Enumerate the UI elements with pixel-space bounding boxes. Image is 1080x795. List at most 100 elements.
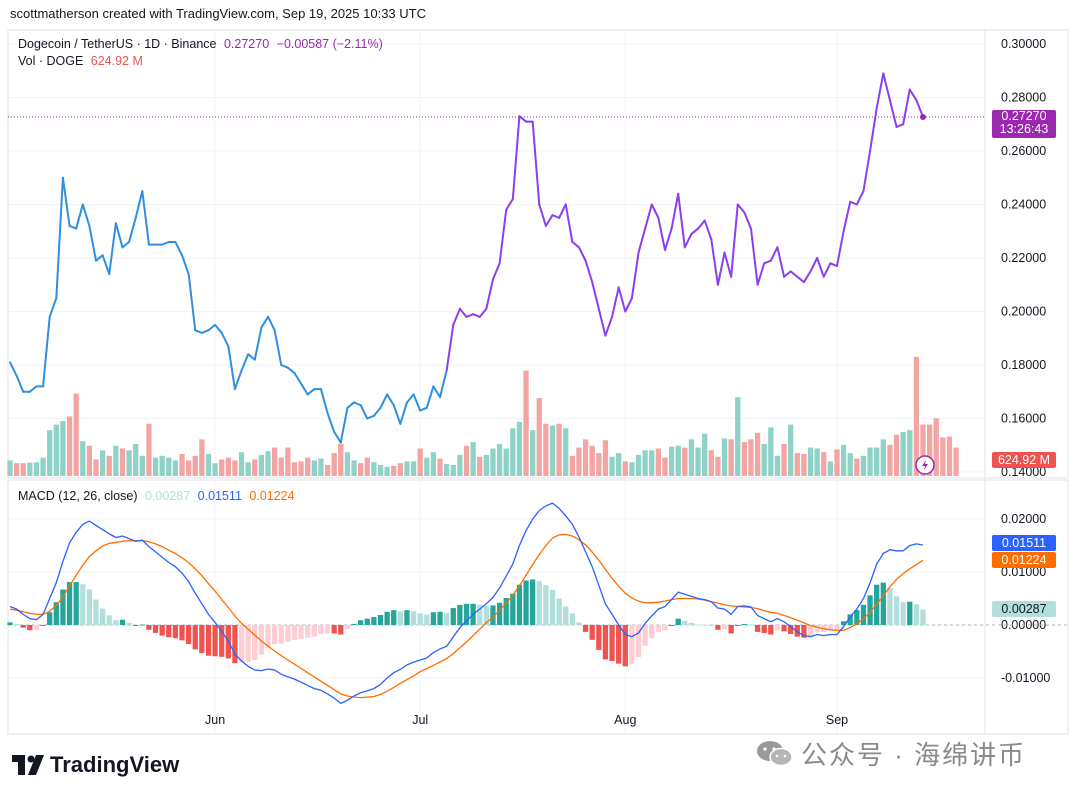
macd-line-value: 0.01511 bbox=[197, 489, 242, 503]
macd-histogram-bar bbox=[867, 595, 873, 625]
volume-bar bbox=[589, 445, 595, 476]
volume-bar bbox=[761, 443, 767, 476]
price-tick-label: 0.24000 bbox=[1001, 198, 1046, 212]
tradingview-logo-icon bbox=[12, 755, 44, 775]
price-line-segment bbox=[439, 369, 448, 399]
price-line-segment bbox=[723, 251, 733, 278]
month-tick-label: Sep bbox=[826, 713, 848, 727]
macd-histogram-bar bbox=[172, 625, 179, 639]
price-line-segment bbox=[9, 361, 18, 377]
macd-histogram-bar bbox=[920, 609, 926, 625]
macd-histogram-bar bbox=[252, 625, 258, 660]
price-line-segment bbox=[776, 246, 786, 278]
volume-bar bbox=[781, 443, 787, 476]
price-line-segment bbox=[101, 254, 111, 276]
price-line-segment bbox=[419, 406, 428, 412]
price-line-segment bbox=[121, 240, 131, 249]
volume-bar bbox=[397, 463, 403, 476]
month-tick-label: Aug bbox=[614, 713, 636, 727]
macd-histogram-bar bbox=[735, 625, 741, 626]
macd-histogram-bar bbox=[20, 625, 26, 628]
volume-bar bbox=[166, 457, 172, 476]
volume-bar bbox=[675, 445, 681, 476]
price-line-segment bbox=[597, 307, 607, 337]
macd-histogram-bar bbox=[179, 625, 185, 641]
macd-histogram-bar bbox=[53, 602, 59, 625]
macd-tick-label: 0.02000 bbox=[1001, 512, 1046, 526]
price-line-segment bbox=[677, 192, 686, 249]
volume-bar bbox=[7, 460, 13, 476]
price-line-segment bbox=[577, 246, 587, 262]
macd-histogram-bar bbox=[536, 581, 542, 625]
volume-bar bbox=[827, 461, 834, 476]
volume-bar bbox=[801, 454, 807, 476]
price-line-segment bbox=[280, 364, 289, 369]
macd-histogram-bar bbox=[530, 579, 536, 625]
macd-histogram-bar bbox=[827, 625, 834, 630]
volume-bar bbox=[900, 432, 906, 476]
volume-bar bbox=[185, 460, 192, 476]
macd-histogram-bar bbox=[278, 625, 284, 644]
price-legend: Dogecoin / TetherUS · 1D · Binance 0.272… bbox=[18, 37, 387, 51]
macd-histogram-bar bbox=[854, 610, 860, 625]
macd-label: MACD (12, 26, close) bbox=[18, 489, 138, 503]
volume-bar bbox=[212, 463, 218, 476]
macd-histogram-bar bbox=[146, 625, 152, 630]
macd-histogram-bar bbox=[576, 622, 582, 625]
volume-bar bbox=[33, 462, 40, 476]
price-line-segment bbox=[703, 219, 713, 241]
price-pane-border bbox=[7, 29, 1069, 479]
macd-histogram-bar bbox=[152, 625, 159, 633]
volume-bar bbox=[424, 457, 430, 476]
price-line-segment bbox=[505, 198, 514, 211]
volume-bar bbox=[152, 457, 159, 476]
volume-bar bbox=[351, 460, 357, 476]
price-line-segment bbox=[544, 214, 554, 227]
macd-histogram-bar bbox=[635, 625, 642, 657]
price-line-segment bbox=[491, 262, 501, 281]
macd-histogram-bar bbox=[728, 625, 734, 634]
price-line-segment bbox=[617, 286, 627, 313]
tradingview-logo[interactable]: TradingView bbox=[12, 752, 179, 778]
macd-histogram-bar bbox=[563, 606, 569, 625]
volume-bar bbox=[602, 440, 609, 476]
volume-bar bbox=[271, 447, 278, 476]
price-line-segment bbox=[769, 246, 779, 262]
volume-bar bbox=[662, 457, 668, 476]
price-line-segment bbox=[763, 259, 772, 265]
price-line-segment bbox=[465, 313, 475, 318]
macd-histogram-bar bbox=[106, 615, 112, 625]
price-line-segment bbox=[822, 262, 832, 278]
volume-bar bbox=[430, 452, 437, 476]
wechat-icon bbox=[757, 740, 793, 766]
volume-bar bbox=[834, 449, 840, 476]
macd-histogram-bar bbox=[807, 625, 814, 637]
macd-hist-value: 0.00287 bbox=[144, 489, 191, 503]
volume-bar bbox=[410, 461, 417, 476]
volume-bar bbox=[629, 462, 635, 476]
price-line-segment bbox=[55, 176, 64, 300]
price-line-segment bbox=[796, 275, 805, 284]
volume-bar bbox=[887, 444, 893, 476]
macd-histogram-bar bbox=[596, 625, 602, 650]
macd-histogram-bar bbox=[496, 602, 503, 625]
volume-bar bbox=[814, 448, 820, 476]
price-line-segment bbox=[835, 230, 845, 268]
macd-histogram-bar bbox=[629, 625, 635, 664]
volume-bar bbox=[635, 454, 642, 476]
macd-histogram-bar bbox=[424, 614, 430, 625]
macd-histogram-bar bbox=[801, 625, 807, 638]
macd-histogram-bar bbox=[159, 625, 165, 636]
macd-histogram-bar bbox=[60, 589, 66, 625]
price-line-segment bbox=[128, 216, 137, 243]
volume-bar bbox=[40, 457, 46, 476]
macd-histogram-bar bbox=[589, 625, 595, 640]
macd-histogram-bar bbox=[668, 625, 675, 626]
price-line-segment bbox=[405, 393, 415, 404]
price-line-segment bbox=[399, 401, 408, 425]
macd-histogram-bar bbox=[404, 610, 410, 625]
price-line-segment bbox=[531, 120, 541, 206]
price-line-segment bbox=[644, 203, 653, 230]
volume-label: Vol · DOGE bbox=[18, 54, 84, 68]
